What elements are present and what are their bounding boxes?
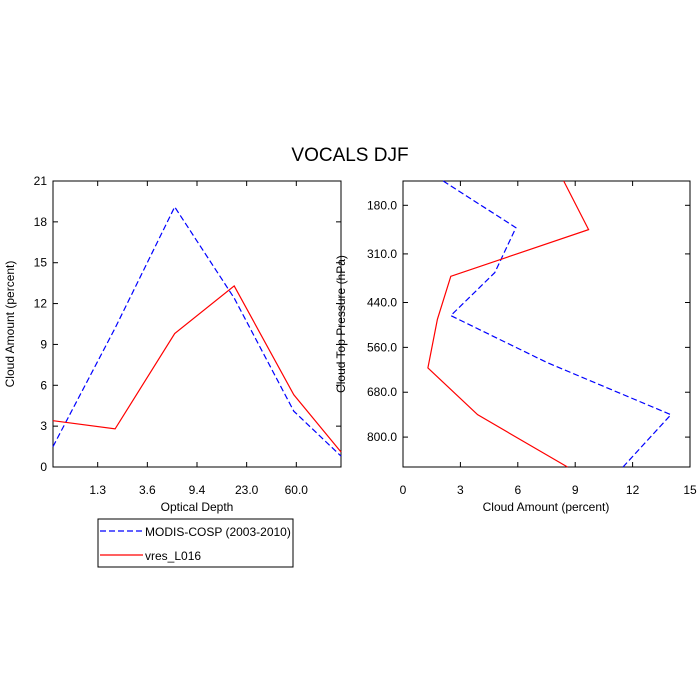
panel2-ticks: 180.0 310.0 440.0 560.0 680.0 800.0 0 3 6 9 12 15 — [367, 181, 697, 497]
panel2-ytick-label: 560.0 — [367, 340, 397, 354]
panel2-xtick-label: 12 — [626, 483, 640, 497]
panel1-ytick-label: 0 — [40, 460, 47, 474]
optical-depth-panel: 0 3 6 9 12 15 18 21 1.3 3.6 9.4 23.0 60.0 Optical De… — [3, 174, 342, 514]
panel1-ytick-label: 6 — [40, 378, 47, 392]
panel2-xtick-label: 15 — [683, 483, 697, 497]
panel2-ytick-label: 440.0 — [367, 296, 397, 310]
panel2-xtick-label: 9 — [572, 483, 579, 497]
panel1-ytick-label: 9 — [40, 337, 47, 351]
panel2-ytick-label: 680.0 — [367, 385, 397, 399]
legend-box — [97, 518, 294, 568]
legend-label-vres: vres_L016 — [145, 549, 201, 563]
panel1-xtick-label: 60.0 — [285, 483, 309, 497]
panel2-frame — [402, 180, 691, 468]
panel1-ylabel: Cloud Amount (percent) — [3, 261, 17, 388]
panel2-ylabel: Cloud Top Pressure (hPa) — [334, 255, 348, 393]
legend-label-modis: MODIS-COSP (2003-2010) — [145, 525, 291, 539]
panel2-series — [427, 180, 672, 468]
panel2-xtick-label: 3 — [457, 483, 464, 497]
panel2-ytick-label: 180.0 — [367, 198, 397, 212]
pressure-panel: 180.0 310.0 440.0 560.0 680.0 800.0 0 3 6 9 12 15 C… — [334, 180, 697, 514]
panel2-series-vres-line — [427, 180, 590, 468]
panel1-series — [52, 205, 342, 457]
panel2-xtick-label: 0 — [400, 483, 407, 497]
panel2-xlabel: Cloud Amount (percent) — [483, 500, 610, 514]
panel1-series-vres-line — [52, 284, 342, 453]
panel1-frame — [52, 180, 342, 468]
panel1-xtick-label: 1.3 — [89, 483, 106, 497]
panel1-series-modis-line — [52, 205, 342, 457]
panel1-ytick-label: 3 — [40, 419, 47, 433]
panel1-ytick-label: 21 — [34, 174, 48, 188]
panel2-series-modis-line — [442, 180, 672, 468]
panel2-xtick-label: 6 — [514, 483, 521, 497]
panel1-xtick-label: 9.4 — [189, 483, 206, 497]
panel1-xtick-label: 23.0 — [235, 483, 259, 497]
panel1-ticks: 0 3 6 9 12 15 18 21 1.3 3.6 9.4 23.0 60.0 — [34, 174, 341, 497]
legend: MODIS-COSP (2003-2010) vres_L016 — [97, 518, 294, 568]
panel1-xtick-label: 3.6 — [139, 483, 156, 497]
panel1-ytick-label: 12 — [34, 297, 48, 311]
panel1-ytick-label: 15 — [34, 256, 48, 270]
panel2-ytick-label: 310.0 — [367, 247, 397, 261]
panel1-xlabel: Optical Depth — [161, 500, 234, 514]
chart-title: VOCALS DJF — [291, 145, 408, 166]
panel2-ytick-label: 800.0 — [367, 430, 397, 444]
panel1-ytick-label: 18 — [34, 215, 48, 229]
